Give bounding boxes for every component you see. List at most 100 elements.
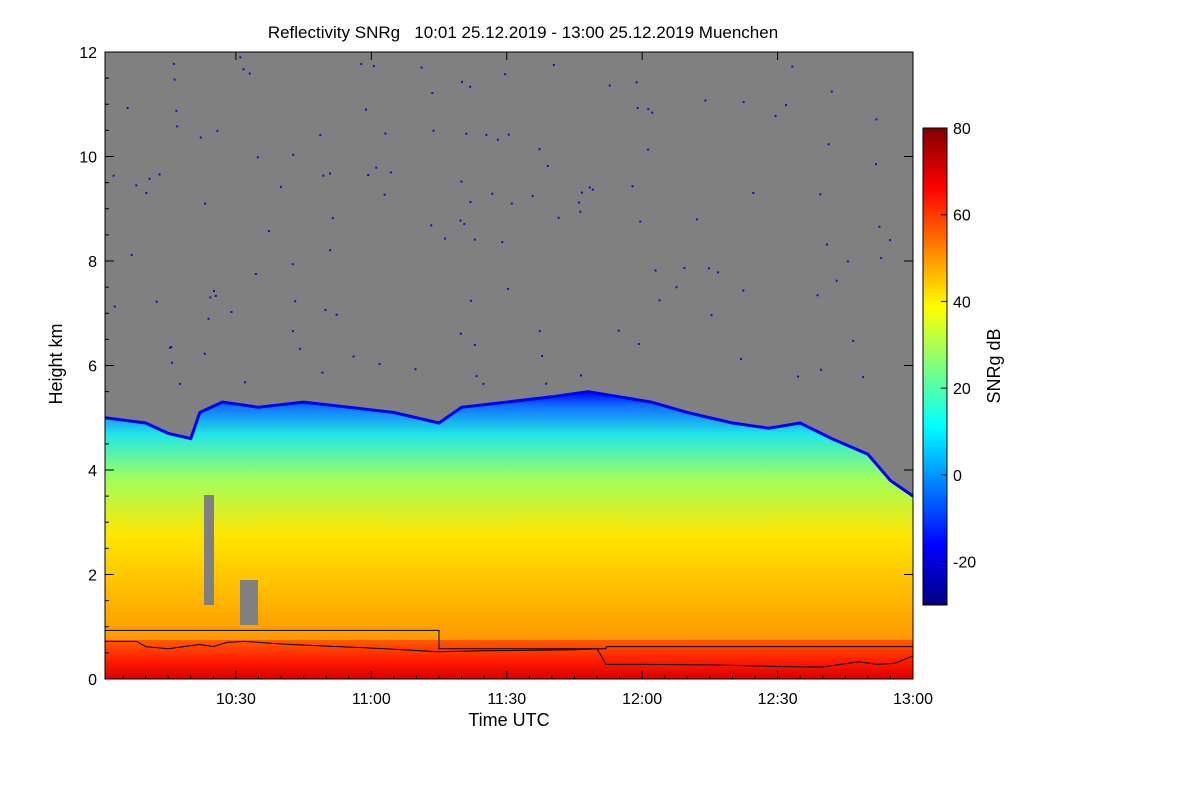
x-tick-label: 13:00	[893, 691, 933, 708]
noise-dot	[742, 289, 745, 292]
noise-dot	[367, 174, 370, 176]
noise-dot	[578, 201, 580, 204]
noise-dot	[207, 317, 210, 320]
colorbar-gradient	[922, 127, 948, 606]
noise-dot	[473, 343, 476, 346]
x-axis-label: Time UTC	[468, 710, 549, 730]
noise-dot	[852, 339, 855, 342]
colorbar-tick-label: 20	[953, 381, 971, 398]
noise-dot	[298, 347, 301, 350]
noise-dot	[473, 238, 476, 241]
noise-dot	[538, 148, 541, 151]
noise-dot	[319, 134, 322, 137]
noise-dot	[541, 355, 544, 357]
noise-dot	[651, 111, 654, 114]
noise-dot	[538, 330, 541, 333]
noise-dot	[209, 296, 212, 299]
noise-dot	[752, 192, 755, 194]
noise-dot	[510, 202, 513, 205]
y-tick-label: 2	[88, 568, 97, 585]
noise-dot	[170, 346, 173, 348]
x-tick-label: 10:30	[216, 691, 256, 708]
noise-dot	[695, 218, 698, 221]
noise-dot	[647, 108, 650, 111]
noise-dot	[294, 300, 297, 303]
y-tick-label: 0	[88, 672, 97, 689]
noise-dot	[145, 192, 148, 194]
noise-dot	[461, 80, 463, 83]
noise-dot	[491, 192, 494, 195]
noise-dot	[710, 314, 713, 317]
noise-dot	[785, 104, 787, 107]
noise-dot	[213, 289, 215, 292]
colorbar-tick-label: 60	[953, 208, 971, 225]
noise-dot	[176, 125, 179, 128]
noise-dot	[552, 64, 555, 66]
noise-dot	[365, 108, 367, 111]
noise-dot	[360, 63, 363, 66]
noise-dot	[704, 99, 707, 102]
noise-dot	[322, 174, 325, 177]
noise-dot	[254, 273, 257, 275]
noise-dot	[148, 177, 151, 180]
noise-dot	[608, 84, 611, 87]
chart-title: Reflectivity SNRg 10:01 25.12.2019 - 13:…	[268, 23, 778, 42]
noise-dot	[430, 224, 433, 227]
noise-dot	[113, 305, 116, 308]
clear-gap	[240, 580, 258, 625]
noise-dot	[469, 201, 472, 203]
colorbar-tick-label: 40	[953, 294, 971, 311]
noise-dot	[204, 202, 207, 205]
surface-return	[105, 640, 913, 679]
y-tick-label: 4	[88, 463, 97, 480]
noise-dot	[496, 138, 499, 141]
noise-dot	[444, 237, 447, 240]
noise-dot	[463, 223, 466, 226]
mixing-layer-line	[105, 640, 913, 668]
noise-dot	[816, 294, 819, 297]
noise-dot	[580, 374, 582, 377]
colorbar-ticks: -20 0 20 40 60 80	[941, 121, 976, 572]
noise-dot	[158, 173, 161, 176]
noise-dot	[875, 118, 878, 121]
noise-dot	[791, 65, 794, 68]
plot-area	[105, 52, 913, 679]
noise-dot	[126, 107, 129, 109]
noise-dot	[172, 62, 175, 65]
cloud-top-edge	[105, 390, 913, 498]
noise-dot	[889, 239, 892, 242]
y-axis-label: Height km	[46, 323, 66, 404]
x-axis: 10:30 11:00 11:30 12:00 12:30 13:00	[122, 52, 933, 708]
noise-dot	[465, 132, 468, 135]
noise-dot	[579, 210, 582, 213]
noise-dot	[819, 193, 822, 196]
noise-dot	[389, 171, 392, 174]
noise-dot	[459, 332, 462, 335]
colorbar-label: SNRg dB	[984, 328, 1004, 403]
noise-dot	[636, 106, 639, 109]
noise-dot	[469, 85, 472, 88]
noise-dot	[324, 309, 327, 311]
noise-dot	[459, 219, 462, 222]
noise-dot	[173, 78, 176, 81]
noise-dot	[507, 133, 510, 136]
noise-dot	[178, 382, 181, 385]
noise-dot	[130, 254, 133, 257]
noise-dot	[248, 72, 251, 75]
noise-dot	[291, 263, 294, 266]
noise-dot	[797, 375, 800, 378]
noise-dot	[501, 241, 504, 244]
noise-dot	[384, 132, 387, 135]
noise-dot	[546, 165, 549, 167]
noise-dot	[432, 129, 435, 132]
y-tick-label: 12	[79, 45, 97, 62]
noise-dots	[112, 56, 892, 385]
noise-dot	[372, 65, 375, 68]
noise-dot	[880, 257, 883, 259]
noise-dot	[321, 371, 324, 374]
noise-dot	[155, 300, 158, 303]
noise-dot	[631, 185, 634, 188]
noise-dot	[707, 267, 710, 270]
noise-dot	[244, 381, 246, 384]
